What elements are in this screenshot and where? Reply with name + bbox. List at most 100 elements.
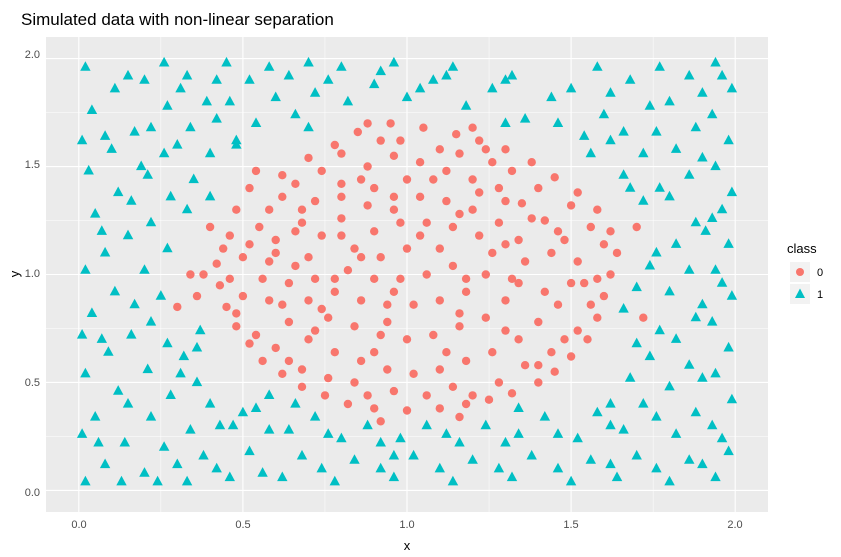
class-0-point	[343, 266, 353, 275]
class-1-point	[651, 126, 662, 136]
class-1-point	[500, 74, 511, 84]
class-0-point	[245, 183, 254, 193]
class-0-point	[376, 417, 385, 426]
class-0-point	[606, 270, 615, 279]
class-0-point	[304, 335, 313, 344]
class-0-point	[402, 335, 412, 344]
class-1-point	[122, 69, 134, 80]
class-0-point	[330, 274, 339, 283]
class-1-point	[638, 195, 649, 205]
class-0-point	[550, 173, 559, 182]
class-0-point	[534, 317, 543, 327]
class-0-point	[297, 218, 307, 227]
class-1-point	[611, 471, 623, 482]
class-0-point	[435, 404, 444, 413]
class-0-point	[429, 330, 438, 340]
class-1-point	[716, 432, 728, 443]
class-1-point	[572, 432, 583, 443]
class-1-point	[211, 462, 222, 473]
class-0-point	[415, 192, 425, 201]
class-1-point	[224, 471, 235, 482]
class-0-point	[419, 123, 428, 132]
class-1-point	[618, 126, 629, 136]
class-0-point	[455, 209, 464, 219]
class-0-point	[271, 248, 280, 258]
class-0-point	[527, 158, 536, 167]
class-0-point	[278, 171, 287, 180]
class-0-point	[304, 153, 313, 163]
class-0-point	[225, 231, 234, 240]
class-0-point	[396, 218, 405, 227]
class-1-point	[139, 264, 150, 274]
class-1-point	[707, 419, 718, 430]
class-1-point	[86, 307, 98, 317]
class-1-point	[723, 445, 734, 456]
class-0-point	[422, 391, 431, 400]
class-0-point	[337, 231, 346, 240]
class-0-point	[297, 382, 307, 391]
class-0-point	[386, 119, 395, 128]
class-1-point	[388, 56, 400, 67]
class-1-point	[565, 475, 577, 486]
class-0-point	[317, 231, 326, 240]
class-1-point	[552, 428, 564, 438]
class-1-point	[181, 69, 193, 80]
class-1-point	[690, 406, 701, 417]
class-0-point	[278, 192, 287, 201]
class-1-point	[480, 419, 491, 430]
class-1-point	[460, 100, 472, 110]
class-1-point	[86, 104, 98, 114]
class-1-point	[185, 121, 196, 132]
class-0-point	[350, 322, 359, 331]
class-0-point	[317, 166, 326, 176]
class-0-point	[370, 183, 379, 193]
class-1-point	[181, 203, 193, 214]
class-1-point	[526, 449, 537, 460]
class-1-point	[670, 238, 682, 248]
y-tick-label: 1.5	[25, 159, 40, 171]
class-1-point	[624, 74, 636, 84]
y-tick-label: 0.5	[25, 377, 40, 389]
class-0-point	[317, 304, 326, 314]
class-0-point	[455, 322, 464, 331]
class-1-point	[93, 436, 104, 447]
class-0-point	[494, 218, 504, 227]
class-0-point	[245, 240, 254, 249]
class-1-point	[250, 402, 262, 412]
class-1-point	[316, 462, 327, 473]
class-1-point	[565, 82, 577, 93]
class-0-point	[501, 326, 510, 335]
class-0-point	[481, 313, 490, 322]
class-1-point	[165, 389, 176, 399]
class-0-point	[501, 296, 510, 305]
class-1-point	[250, 117, 262, 127]
class-1-point	[726, 82, 738, 93]
class-1-point	[139, 74, 150, 84]
class-0-point	[593, 205, 602, 214]
class-1-point	[700, 225, 711, 235]
class-1-point	[654, 61, 665, 71]
class-1-point	[401, 91, 413, 102]
class-1-point	[80, 367, 91, 378]
class-0-point	[461, 274, 471, 283]
class-0-point	[484, 395, 494, 404]
class-0-point	[320, 391, 330, 400]
class-0-point	[494, 183, 504, 193]
class-0-point	[232, 309, 241, 318]
class-0-point	[363, 119, 372, 128]
class-0-point	[461, 287, 471, 296]
class-0-point	[422, 270, 431, 279]
class-1-point	[707, 212, 718, 222]
class-0-point	[370, 404, 379, 413]
class-1-point	[309, 411, 321, 421]
class-1-point	[638, 398, 649, 408]
class-1-point	[579, 130, 590, 140]
class-0-point	[514, 335, 523, 344]
class-0-point	[593, 274, 602, 283]
class-0-point	[468, 391, 477, 400]
class-1-point	[605, 87, 616, 97]
class-0-point	[258, 356, 267, 366]
class-0-point	[599, 291, 609, 301]
class-0-point	[370, 274, 379, 283]
class-1-point	[76, 134, 88, 145]
